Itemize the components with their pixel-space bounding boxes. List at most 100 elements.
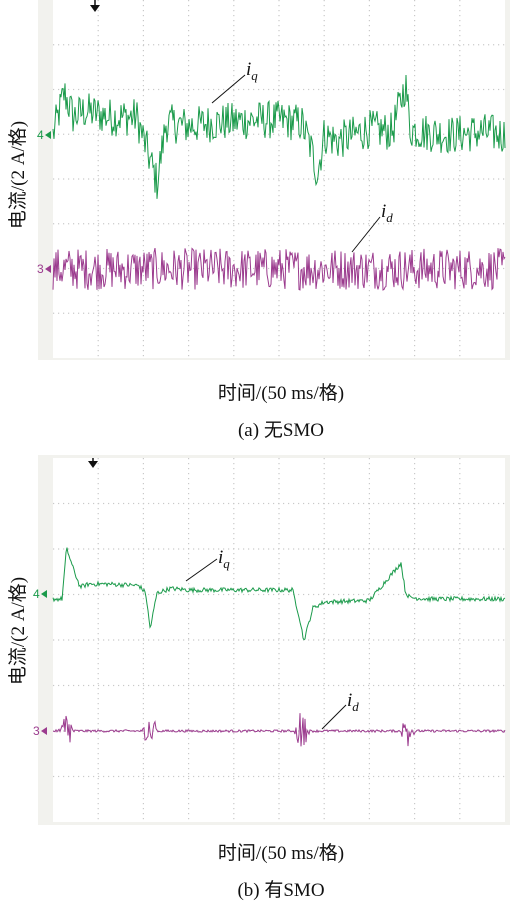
grid-dot	[459, 528, 461, 530]
grid-dot	[103, 88, 105, 91]
grid-dot	[188, 345, 190, 347]
grid-dot	[248, 502, 250, 505]
grid-dot	[142, 688, 144, 690]
grid-dot	[378, 223, 380, 225]
grid-dot	[393, 88, 395, 91]
panel-b-iq-label: iq	[218, 547, 230, 571]
grid-dot	[459, 105, 461, 107]
grid-dot	[323, 568, 325, 570]
grid-dot	[333, 178, 335, 180]
grid-dot	[403, 267, 405, 270]
grid-dot	[108, 312, 110, 314]
grid-dot	[414, 518, 416, 520]
grid-dot	[414, 200, 416, 202]
grid-dot	[113, 44, 115, 46]
grid-dot	[323, 563, 325, 565]
grid-dot	[498, 88, 500, 91]
grid-dot	[413, 775, 415, 778]
grid-dot	[459, 100, 461, 102]
panel-a-trigger-marker	[90, 0, 100, 12]
grid-dot	[278, 633, 280, 635]
grid-dot	[414, 335, 416, 337]
grid-dot	[323, 788, 325, 790]
grid-dot	[459, 165, 461, 167]
grid-dot	[368, 548, 370, 550]
grid-dot	[493, 88, 495, 91]
grid-dot	[188, 70, 190, 72]
grid-dot	[478, 775, 480, 778]
grid-dot	[188, 663, 190, 665]
grid-dot	[208, 88, 210, 91]
grid-dot	[142, 648, 144, 650]
grid-dot	[298, 502, 300, 505]
grid-dot	[97, 633, 99, 635]
grid-dot	[398, 502, 400, 505]
grid-dot	[183, 639, 185, 641]
grid-dot	[403, 223, 405, 225]
grid-dot	[203, 502, 205, 505]
grid-dot	[338, 178, 340, 180]
grid-dot	[323, 458, 325, 460]
panel-a-grid	[53, 0, 505, 357]
grid-dot	[313, 267, 315, 270]
grid-dot	[338, 775, 340, 778]
grid-dot	[428, 593, 430, 596]
grid-dot	[323, 733, 325, 735]
grid-dot	[153, 312, 155, 314]
grid-dot	[448, 730, 450, 732]
grid-dot	[142, 538, 144, 540]
grid-dot	[133, 312, 135, 314]
grid-dot	[368, 458, 370, 460]
grid-dot	[368, 75, 370, 77]
grid-dot	[483, 593, 485, 596]
grid-dot	[488, 593, 490, 596]
grid-dot	[433, 775, 435, 778]
grid-dot	[97, 673, 99, 675]
grid-dot	[278, 255, 280, 257]
grid-dot	[323, 44, 325, 46]
grid-dot	[148, 312, 150, 314]
grid-dot	[323, 255, 325, 257]
grid-dot	[283, 133, 285, 135]
grid-dot	[248, 639, 250, 641]
grid-dot	[414, 185, 416, 187]
grid-dot	[93, 88, 95, 91]
grid-dot	[323, 598, 325, 600]
grid-dot	[278, 708, 280, 710]
grid-dot	[278, 220, 280, 222]
grid-dot	[188, 548, 190, 550]
grid-dot	[228, 775, 230, 778]
grid-dot	[97, 803, 99, 805]
grid-dot	[158, 593, 160, 596]
grid-dot	[248, 548, 250, 550]
grid-dot	[368, 763, 370, 765]
grid-dot	[278, 513, 280, 515]
grid-dot	[483, 548, 485, 550]
grid-dot	[414, 160, 416, 162]
grid-dot	[414, 738, 416, 740]
grid-dot	[418, 775, 420, 778]
grid-dot	[414, 698, 416, 700]
grid-dot	[97, 648, 99, 650]
grid-dot	[188, 473, 190, 475]
grid-dot	[223, 223, 225, 225]
grid-dot	[368, 639, 370, 641]
grid-dot	[98, 502, 100, 505]
grid-dot	[142, 105, 144, 107]
grid-dot	[493, 312, 495, 314]
grid-dot	[183, 133, 185, 135]
grid-dot	[103, 312, 105, 314]
grid-dot	[323, 473, 325, 475]
grid-dot	[208, 639, 210, 641]
grid-dot	[393, 684, 395, 687]
grid-dot	[459, 170, 461, 172]
grid-dot	[143, 178, 145, 180]
grid-dot	[143, 684, 145, 687]
grid-dot	[93, 312, 95, 314]
grid-dot	[323, 280, 325, 282]
grid-dot	[142, 698, 144, 700]
grid-dot	[428, 684, 430, 687]
grid-dot	[203, 548, 205, 550]
grid-dot	[148, 133, 150, 135]
grid-dot	[53, 312, 55, 314]
